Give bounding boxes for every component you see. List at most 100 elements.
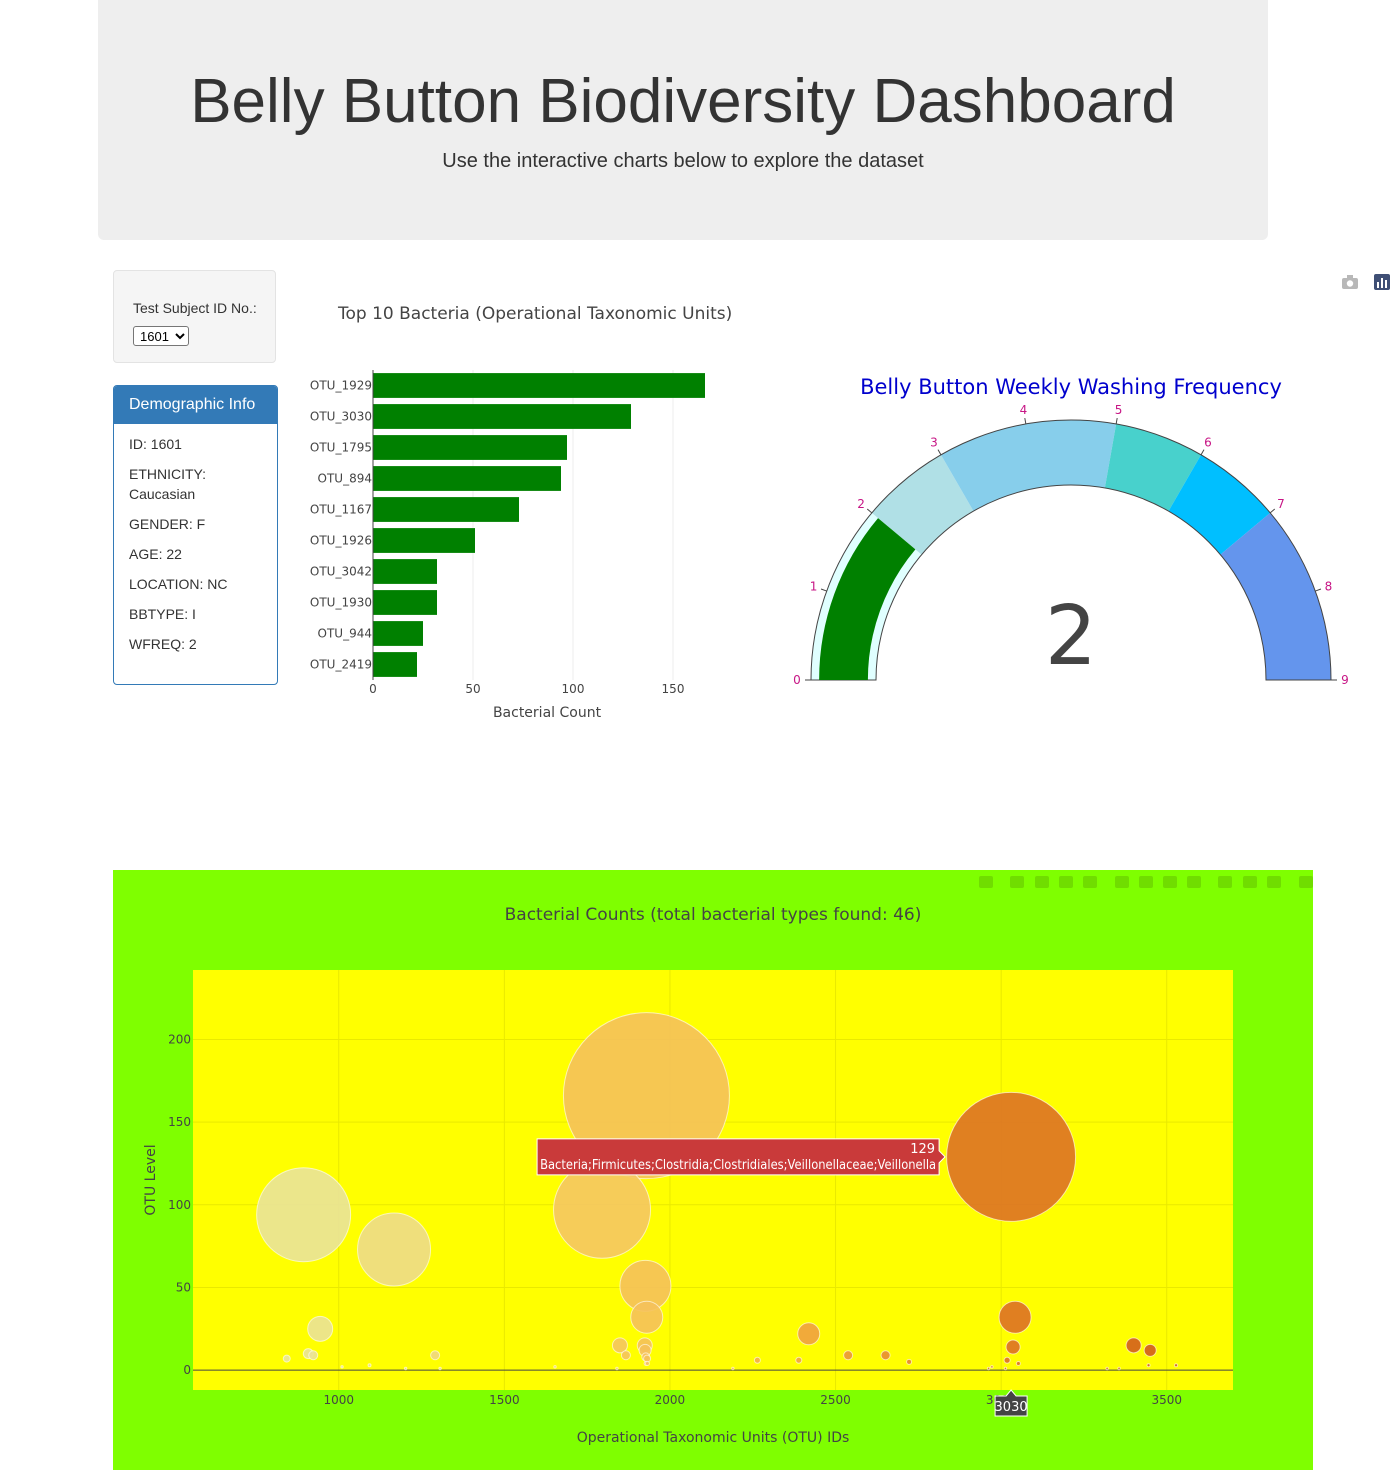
bubble-point[interactable] xyxy=(1146,1363,1151,1368)
home-icon[interactable] xyxy=(1187,876,1201,888)
bar-x-axis-title: Bacterial Count xyxy=(493,705,602,721)
demographic-info-panel: Demographic Info ID: 1601 ETHNICITY: Cau… xyxy=(113,385,278,685)
bubble-point[interactable] xyxy=(357,1212,432,1287)
bubble-y-tick-label: 150 xyxy=(168,1115,191,1129)
bubble-point[interactable] xyxy=(644,1361,650,1367)
bubble-x-tick-labels: 100015002000250030003500 xyxy=(323,1393,1182,1407)
gauge-step-4 xyxy=(1168,454,1271,555)
header-jumbotron: Belly Button Biodiversity Dashboard Use … xyxy=(98,0,1268,240)
gauge-tick-label: 4 xyxy=(1020,403,1028,417)
bubble-point[interactable] xyxy=(620,1350,631,1361)
bubble-point[interactable] xyxy=(562,1012,730,1180)
bubble-point[interactable] xyxy=(1117,1366,1121,1371)
gauge-tick-mark xyxy=(866,508,873,514)
camera-icon[interactable] xyxy=(1342,275,1358,289)
bubble-y-tick-label: 50 xyxy=(176,1280,191,1294)
bar-otu_894[interactable] xyxy=(373,466,561,491)
plotly-logo-icon[interactable] xyxy=(1299,876,1313,888)
washing-frequency-gauge[interactable]: 0 1 2 3 4 5 6 7 8 9 Belly Button Weekly Washing F… xyxy=(780,270,1380,710)
bubble-point[interactable] xyxy=(753,1356,761,1364)
bar-otu_1167[interactable] xyxy=(373,497,519,522)
bar-otu_1929[interactable] xyxy=(373,373,705,398)
zoom-in-icon[interactable] xyxy=(1115,876,1129,888)
bar-otu_3042[interactable] xyxy=(373,559,437,584)
bubble-point[interactable] xyxy=(553,1160,652,1259)
plotly-logo-icon[interactable] xyxy=(1374,274,1390,290)
bubble-point[interactable] xyxy=(438,1366,442,1371)
bubble-point[interactable] xyxy=(403,1366,408,1371)
bubble-point[interactable] xyxy=(795,1356,803,1364)
camera-icon[interactable] xyxy=(979,876,993,888)
page-title: Belly Button Biodiversity Dashboard xyxy=(190,67,1176,136)
zoom-icon[interactable] xyxy=(1010,876,1024,888)
bubble-point[interactable] xyxy=(946,1091,1077,1222)
subject-id-dropdown[interactable]: 1601 xyxy=(133,326,189,346)
bubble-point[interactable] xyxy=(643,1354,652,1363)
bubble-point[interactable] xyxy=(308,1350,319,1361)
spike-lines-icon[interactable] xyxy=(1218,876,1232,888)
bubble-point[interactable] xyxy=(553,1365,557,1369)
bubble-y-tick-label: 200 xyxy=(168,1032,191,1046)
bubble-x-tick-label: 1000 xyxy=(323,1393,354,1407)
lasso-icon[interactable] xyxy=(1083,876,1097,888)
box-select-icon[interactable] xyxy=(1059,876,1073,888)
bubble-point[interactable] xyxy=(1174,1363,1179,1368)
bubble-point[interactable] xyxy=(1143,1343,1157,1357)
gauge-tick-label: 1 xyxy=(810,579,818,593)
bar-y-tick-label: OTU_1795 xyxy=(310,441,372,455)
hover-label-value: 129 xyxy=(910,1142,935,1157)
bubble-series[interactable] xyxy=(256,1012,1179,1371)
bar-otu_3030[interactable] xyxy=(373,404,631,429)
gauge-value-bar xyxy=(819,518,916,680)
bubble-point[interactable] xyxy=(1003,1356,1011,1364)
bubble-point[interactable] xyxy=(998,1300,1032,1334)
gauge-tick-label: 2 xyxy=(857,497,865,511)
bubble-point[interactable] xyxy=(1125,1337,1142,1354)
bubble-point[interactable] xyxy=(307,1315,334,1342)
demographic-id: ID: 1601 xyxy=(129,436,182,452)
top10-bar-chart[interactable]: OTU_1929 OTU_3030 OTU_1795 OTU_894 OTU_1167 O… xyxy=(290,290,760,730)
hover-compare-icon[interactable] xyxy=(1267,876,1281,888)
zoom-out-icon[interactable] xyxy=(1139,876,1153,888)
bubble-x-tick-label: 3500 xyxy=(1151,1393,1182,1407)
bubble-point[interactable] xyxy=(880,1350,891,1361)
bubble-point[interactable] xyxy=(1005,1339,1021,1355)
bubble-point[interactable] xyxy=(990,1365,994,1369)
gauge-value-fill xyxy=(819,518,916,680)
demographic-age: AGE: 22 xyxy=(129,546,182,562)
hover-closest-icon[interactable] xyxy=(1243,876,1257,888)
bubble-point[interactable] xyxy=(615,1366,619,1371)
bubble-hover-label: 129Bacteria;Firmicutes;Clostridia;Clostr… xyxy=(536,1138,1028,1417)
gauge-tick-mark xyxy=(1115,417,1118,425)
bar-otu_1795[interactable] xyxy=(373,435,567,460)
gauge-title: Belly Button Weekly Washing Frequency xyxy=(860,375,1282,399)
bubble-point[interactable] xyxy=(340,1365,344,1369)
bubble-point[interactable] xyxy=(843,1350,854,1361)
bubble-modebar xyxy=(979,876,1313,888)
bubble-point[interactable] xyxy=(1015,1361,1021,1367)
bubble-point[interactable] xyxy=(906,1358,913,1365)
bubble-point[interactable] xyxy=(630,1300,664,1334)
bubble-point[interactable] xyxy=(367,1363,372,1368)
autoscale-icon[interactable] xyxy=(1163,876,1177,888)
bar-otu_1926[interactable] xyxy=(373,528,475,553)
bubble-point[interactable] xyxy=(282,1354,291,1363)
bubble-plot-area[interactable] xyxy=(193,970,1233,1390)
bubble-point[interactable] xyxy=(1105,1366,1109,1371)
bubble-y-axis-title: OTU Level xyxy=(143,1144,159,1215)
gauge-tick-label: 3 xyxy=(930,436,938,450)
pan-icon[interactable] xyxy=(1035,876,1049,888)
bubble-point[interactable] xyxy=(797,1322,821,1346)
bubble-point[interactable] xyxy=(430,1350,441,1361)
bubble-point[interactable] xyxy=(731,1366,735,1371)
bar-series[interactable] xyxy=(373,373,705,677)
bar-otu_1930[interactable] xyxy=(373,590,437,615)
top-modebar-icons xyxy=(1342,274,1390,290)
bar-otu_944[interactable] xyxy=(373,621,423,646)
bubble-point[interactable] xyxy=(1003,1366,1008,1371)
bubble-point[interactable] xyxy=(986,1366,991,1371)
bubble-point[interactable] xyxy=(611,1337,628,1354)
bubble-point[interactable] xyxy=(256,1167,352,1263)
bar-otu_2419[interactable] xyxy=(373,652,417,677)
